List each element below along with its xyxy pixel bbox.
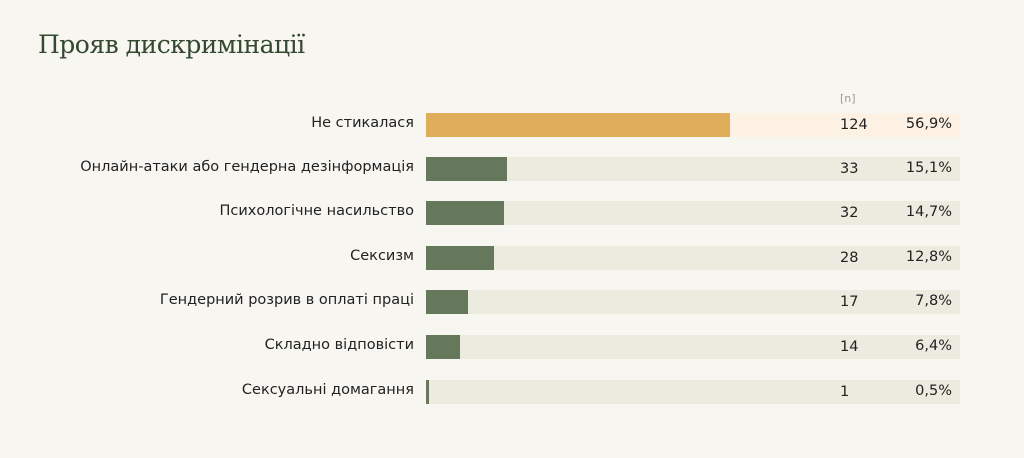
count-label: 33 xyxy=(840,161,859,177)
category-label: Сексизм xyxy=(350,248,414,264)
category-label: Сексуальні домагання xyxy=(241,382,414,398)
percent-label: 14,7% xyxy=(905,204,952,220)
bar-row: Складно відповісти 14 6,4% xyxy=(0,335,1024,359)
bar xyxy=(426,380,429,404)
bar-row: Онлайн-атаки або гендерна дезінформація … xyxy=(0,157,1024,181)
bar-row: Сексизм 28 12,8% xyxy=(0,246,1024,270)
count-label: 17 xyxy=(840,294,859,310)
count-label: 28 xyxy=(840,250,859,266)
category-label: Психологічне насильство xyxy=(219,203,414,219)
bar-track xyxy=(426,380,960,404)
count-label: 14 xyxy=(840,339,859,355)
category-label: Складно відповісти xyxy=(264,337,414,353)
bar xyxy=(426,157,507,181)
bar xyxy=(426,246,495,270)
count-label: 124 xyxy=(840,117,868,133)
category-label: Онлайн-атаки або гендерна дезінформація xyxy=(80,159,414,175)
bar-track xyxy=(426,201,960,225)
percent-label: 6,4% xyxy=(915,338,952,354)
bar-track xyxy=(426,335,960,359)
bar-track xyxy=(426,246,960,270)
percent-label: 12,8% xyxy=(905,249,952,265)
count-label: 32 xyxy=(840,205,859,221)
percent-label: 0,5% xyxy=(915,383,952,399)
bar xyxy=(426,201,505,225)
bar-row: Гендерний розрив в оплаті праці 17 7,8% xyxy=(0,290,1024,314)
bar-track xyxy=(426,157,960,181)
bar-row: Сексуальні домагання 1 0,5% xyxy=(0,380,1024,404)
bar-track xyxy=(426,290,960,314)
percent-label: 56,9% xyxy=(905,116,952,132)
bar-row: Не стикалася 124 56,9% xyxy=(0,113,1024,137)
bar-track xyxy=(426,113,960,137)
category-label: Гендерний розрив в оплаті праці xyxy=(159,292,414,308)
chart-title: Прояв дискримінації xyxy=(38,30,305,59)
bar xyxy=(426,290,468,314)
count-header: [n] xyxy=(840,92,856,105)
percent-label: 7,8% xyxy=(915,293,952,309)
count-label: 1 xyxy=(840,384,850,400)
category-label: Не стикалася xyxy=(311,115,414,131)
bar xyxy=(426,113,730,137)
bar-row: Психологічне насильство 32 14,7% xyxy=(0,201,1024,225)
bar xyxy=(426,335,461,359)
percent-label: 15,1% xyxy=(905,160,952,176)
